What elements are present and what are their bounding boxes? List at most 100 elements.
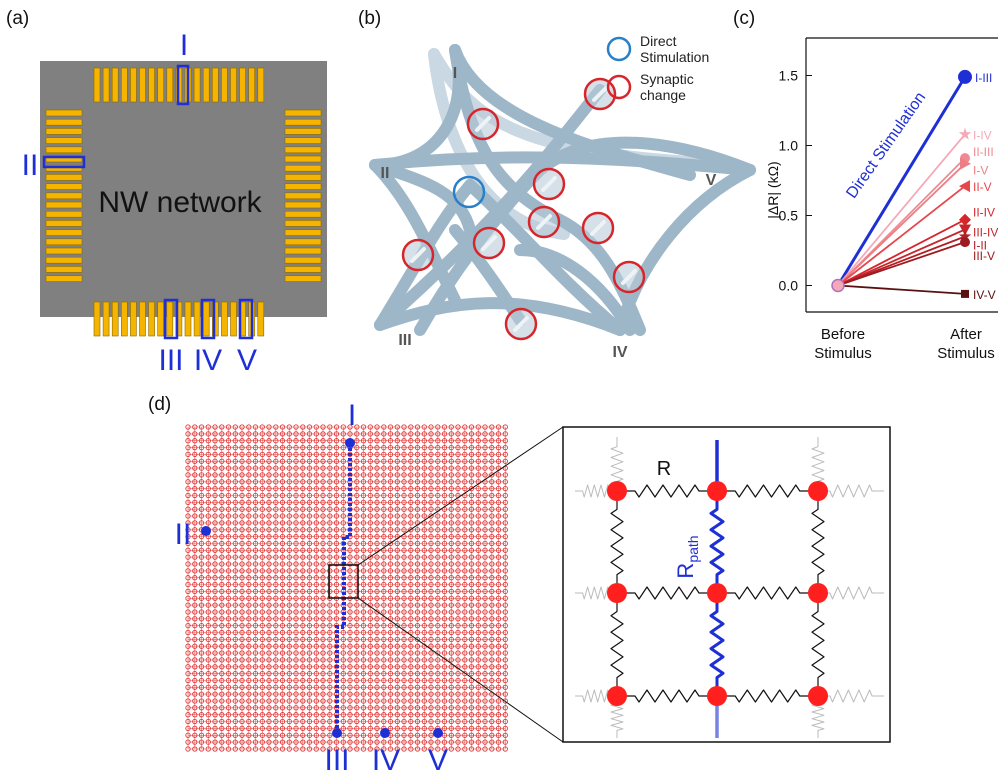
- series-label: II-III: [973, 145, 994, 159]
- series-IV-V: IV-V: [837, 284, 996, 302]
- electrode-dot-III: [332, 728, 342, 738]
- resistor: [818, 586, 884, 600]
- data-point: [958, 127, 972, 140]
- pad-left: [45, 109, 83, 117]
- panel-c: (c) 0.0 0.5 1.0 1.5 |ΔR| (kΩ) Before Stimul…: [733, 8, 998, 362]
- panel-c-label: (c): [733, 8, 755, 29]
- pad-top: [230, 67, 237, 103]
- node-label-I: I: [453, 65, 457, 82]
- pad-left: [45, 210, 83, 218]
- y-ticks: 0.0 0.5 1.0 1.5: [779, 68, 812, 294]
- node-label-II: II: [381, 165, 390, 182]
- pad-right: [284, 183, 322, 190]
- pad-left: [45, 238, 83, 246]
- pad-top: [102, 67, 110, 103]
- junction-node: [707, 481, 727, 501]
- series-I-IV: I-IV: [837, 127, 992, 287]
- pad-top: [157, 67, 164, 103]
- legend-direct-icon: [606, 36, 632, 62]
- panel-a: (a) NW network I II III IV V: [6, 8, 327, 377]
- panel-d-label: (d): [148, 394, 171, 415]
- pad-bottom: [193, 301, 201, 337]
- chip-label: NW network: [98, 186, 262, 219]
- resistor: [575, 484, 617, 498]
- pad-bottom: [139, 301, 146, 337]
- electrode-label-III: III: [158, 344, 183, 377]
- resistor: [717, 689, 818, 703]
- resistor: [610, 696, 624, 738]
- data-point: [960, 157, 971, 170]
- y-axis-label: |ΔR| (kΩ): [765, 161, 781, 218]
- pad-right: [284, 174, 322, 181]
- series-line: [837, 185, 966, 287]
- synapse-marker: [401, 238, 435, 272]
- pad-right: [284, 118, 322, 126]
- pad-right: [284, 238, 322, 246]
- resistor: [617, 689, 717, 703]
- grid-label-IV: IV: [372, 744, 400, 777]
- electrode-dot-I: [345, 438, 355, 448]
- series-label: IV-V: [973, 288, 996, 302]
- series-I-III: I-III: [836, 69, 992, 287]
- legend-synaptic-label: Synaptic: [640, 71, 694, 87]
- pad-left: [45, 247, 83, 255]
- electrode-dot-V: [433, 728, 443, 738]
- x-label-before: Before: [821, 326, 865, 343]
- synapse-marker: [581, 211, 615, 245]
- legend-synaptic-icon: [606, 74, 632, 100]
- data-point: [959, 180, 970, 193]
- junction-node: [607, 583, 627, 603]
- synapse-marker: [532, 167, 566, 201]
- nanowire-grid: [185, 424, 508, 752]
- y-tick-label: 1.0: [779, 138, 799, 154]
- electrode-label-I: I: [180, 29, 188, 62]
- resistor: [811, 491, 825, 593]
- highlighted-pad: [176, 64, 190, 106]
- series-line: [837, 218, 966, 287]
- path-label-main: R: [673, 563, 698, 579]
- data-point: [961, 289, 969, 298]
- pad-right: [284, 128, 322, 135]
- junction-node: [707, 583, 727, 603]
- zoom-line-bottom: [357, 597, 564, 743]
- legend: Direct Stimulation Synaptic change: [606, 33, 709, 103]
- junction-node: [607, 686, 627, 706]
- current-path: [335, 443, 352, 733]
- pad-top: [93, 67, 101, 103]
- series-line: [837, 163, 966, 287]
- pad-right: [284, 256, 322, 264]
- resistor: [610, 437, 624, 491]
- series-I-V: I-V: [837, 157, 988, 287]
- electrode-label-V: V: [237, 344, 257, 377]
- series-label: III-V: [973, 249, 995, 263]
- pad-right: [284, 210, 322, 218]
- x-label-before-2: Stimulus: [814, 345, 872, 362]
- synapse-marker: [472, 226, 506, 260]
- pad-left: [45, 229, 83, 236]
- pad-top: [212, 67, 219, 103]
- electrode-pads: [42, 64, 322, 340]
- zoom-region: [328, 564, 359, 599]
- pad-top: [202, 67, 210, 103]
- pad-bottom: [121, 301, 128, 337]
- pad-top: [121, 67, 128, 103]
- pad-top: [166, 67, 174, 103]
- junction-node: [808, 481, 828, 501]
- highlighted-pad: [163, 298, 179, 340]
- series-label: I-III: [975, 71, 992, 85]
- pad-top: [139, 67, 146, 103]
- node-label-V: V: [706, 172, 717, 189]
- data-point: [959, 213, 971, 226]
- y-tick-label: 0.5: [779, 208, 799, 224]
- resistor: [818, 689, 884, 703]
- legend-synaptic-label-2: change: [640, 87, 686, 103]
- electrode-dot-IV: [380, 728, 390, 738]
- resistor: [575, 586, 617, 600]
- before-point-cluster: [831, 278, 845, 293]
- pad-top: [221, 67, 228, 103]
- resistor: [811, 437, 825, 491]
- series-label: II-V: [973, 180, 992, 194]
- series-label: III-IV: [973, 226, 998, 240]
- pad-bottom: [157, 301, 164, 337]
